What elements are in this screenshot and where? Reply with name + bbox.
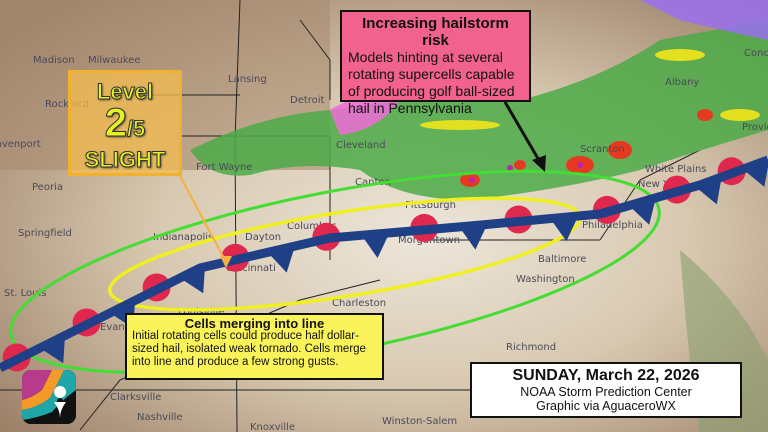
stationary-front xyxy=(0,155,768,373)
svg-text:Davenport: Davenport xyxy=(0,139,41,150)
risk-level-label: Level xyxy=(96,79,154,105)
svg-text:Pittsburgh: Pittsburgh xyxy=(405,200,456,211)
risk-level-number: 2 xyxy=(104,101,127,145)
city-labels: Madison Milwaukee Lansing Detroit Rockfo… xyxy=(0,48,768,432)
svg-text:Detroit: Detroit xyxy=(290,95,325,106)
svg-text:Baltimore: Baltimore xyxy=(538,254,586,265)
svg-text:Dayton: Dayton xyxy=(245,232,281,243)
svg-text:Philadelphia: Philadelphia xyxy=(582,220,643,231)
svg-text:Richmond: Richmond xyxy=(506,342,556,353)
risk-category: SLIGHT xyxy=(84,147,166,173)
svg-text:Cincinnati: Cincinnati xyxy=(226,263,276,274)
svg-text:Rockford: Rockford xyxy=(45,99,89,110)
svg-text:Peoria: Peoria xyxy=(32,182,63,193)
svg-text:Knoxville: Knoxville xyxy=(250,422,295,432)
svg-text:Indianapolis: Indianapolis xyxy=(153,232,213,243)
svg-text:St. Louis: St. Louis xyxy=(4,288,46,299)
svg-text:Madison: Madison xyxy=(33,55,75,66)
svg-text:Louisville: Louisville xyxy=(178,307,224,318)
hail-pointer-arrow xyxy=(503,101,542,163)
svg-text:New York: New York xyxy=(638,179,684,190)
hail-callout-body: Models hinting at several rotating super… xyxy=(348,49,515,116)
radar-echoes xyxy=(190,0,768,200)
risk-level-box: Level 2/5 SLIGHT xyxy=(68,70,182,176)
svg-text:Charleston: Charleston xyxy=(332,298,386,309)
svg-text:Albany: Albany xyxy=(665,77,699,88)
svg-text:Columbus: Columbus xyxy=(287,221,337,232)
date-box: SUNDAY, March 22, 2026 NOAA Storm Predic… xyxy=(470,362,742,418)
svg-text:White Plains: White Plains xyxy=(645,164,707,175)
forecast-date: SUNDAY, March 22, 2026 xyxy=(512,367,700,384)
svg-text:Cleveland: Cleveland xyxy=(336,140,386,151)
svg-text:Canton: Canton xyxy=(355,177,391,188)
risk-level-scale: /5 xyxy=(126,116,146,142)
svg-text:Concord: Concord xyxy=(744,48,768,59)
svg-text:Fort Wayne: Fort Wayne xyxy=(196,162,253,173)
merge-callout-title: Cells merging into line xyxy=(184,316,325,331)
svg-text:Providence: Providence xyxy=(742,122,768,133)
svg-text:Winston-Salem: Winston-Salem xyxy=(382,416,457,427)
source-label: NOAA Storm Prediction Center xyxy=(520,385,692,399)
svg-text:Nashville: Nashville xyxy=(137,412,183,423)
svg-text:Lansing: Lansing xyxy=(228,74,267,85)
hail-callout: Increasing hailstorm risk Models hinting… xyxy=(340,10,531,116)
hail-callout-title: Increasing hailstorm risk xyxy=(362,15,509,49)
svg-text:Washington: Washington xyxy=(516,274,575,285)
aguacerowx-logo-icon xyxy=(22,370,76,424)
merge-callout-body: Initial rotating cells could produce hal… xyxy=(132,330,366,368)
credit-label: Graphic via AguaceroWX xyxy=(536,399,676,413)
svg-text:Scranton: Scranton xyxy=(580,144,625,155)
svg-text:Clarksville: Clarksville xyxy=(110,392,161,403)
svg-text:Springfield: Springfield xyxy=(18,228,72,239)
front-line xyxy=(0,155,768,373)
merge-callout: Cells merging into line Initial rotating… xyxy=(125,313,384,380)
svg-text:Milwaukee: Milwaukee xyxy=(88,55,141,66)
level-pointer-arrow xyxy=(179,175,227,263)
